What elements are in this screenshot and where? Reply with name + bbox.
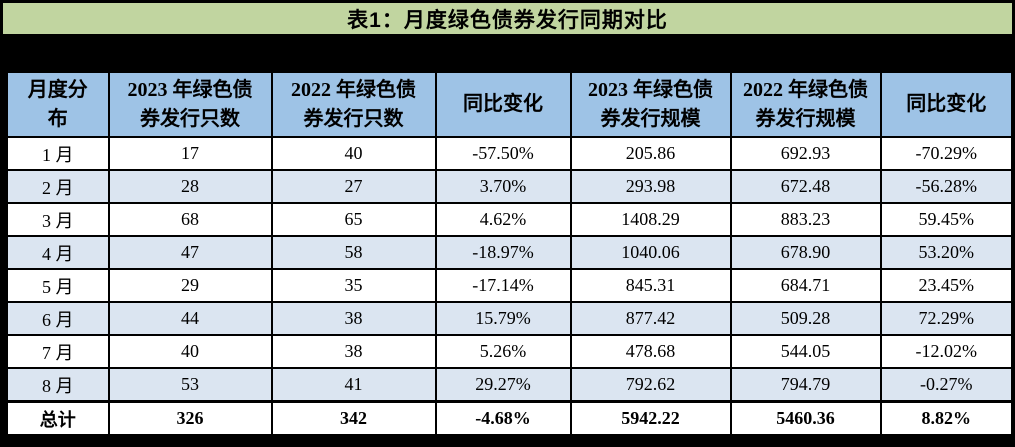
table-cell: 478.68 (569, 334, 732, 369)
table-cell: 792.62 (569, 367, 732, 403)
total-row: 总计 326 342 -4.68% 5942.22 5460.36 8.82% (5, 400, 1014, 438)
table-cell: 53 (107, 367, 273, 403)
table-cell: 883.23 (729, 202, 882, 237)
table-cell: 5.26% (434, 334, 572, 369)
table-cell: 684.71 (729, 268, 882, 303)
total-cell: 326 (107, 400, 273, 438)
header-cell: 2022 年绿色债券发行规模 (729, 70, 882, 138)
table-row: 1 月 17 40 -57.50% 205.86 692.93 -70.29% (5, 136, 1014, 171)
table-row: 5 月 29 35 -17.14% 845.31 684.71 23.45% (5, 268, 1014, 303)
green-bond-comparison-table: 月度分布 2023 年绿色债券发行只数 2022 年绿色债券发行只数 同比变化 2023… (5, 70, 1014, 438)
total-cell: 总计 (5, 400, 110, 438)
header-cell: 月度分布 (5, 70, 110, 138)
table-cell: 68 (107, 202, 273, 237)
header-cell: 2023 年绿色债券发行规模 (569, 70, 732, 138)
table-cell: 7 月 (5, 334, 110, 369)
total-cell: 342 (270, 400, 437, 438)
table-cell: 678.90 (729, 235, 882, 270)
table-header: 月度分布 2023 年绿色债券发行只数 2022 年绿色债券发行只数 同比变化 2023… (5, 70, 1014, 138)
table-cell: -0.27% (879, 367, 1014, 403)
table-cell: -17.14% (434, 268, 572, 303)
table-cell: 65 (270, 202, 437, 237)
total-cell: 5942.22 (569, 400, 732, 438)
table-cell: 1408.29 (569, 202, 732, 237)
total-cell: 5460.36 (729, 400, 882, 438)
table-cell: -18.97% (434, 235, 572, 270)
table-body: 1 月 17 40 -57.50% 205.86 692.93 -70.29% 2 月 28 27… (5, 136, 1014, 438)
table-cell: 28 (107, 169, 273, 204)
table-cell: 58 (270, 235, 437, 270)
table-cell: 672.48 (729, 169, 882, 204)
table-cell: 17 (107, 136, 273, 171)
table-row: 7 月 40 38 5.26% 478.68 544.05 -12.02% (5, 334, 1014, 369)
table-cell: 29.27% (434, 367, 572, 403)
table-cell: 23.45% (879, 268, 1014, 303)
table-cell: 2 月 (5, 169, 110, 204)
table-title-bar: 表1：月度绿色债券发行同期对比 (3, 3, 1012, 34)
table-cell: 4.62% (434, 202, 572, 237)
table-cell: 6 月 (5, 301, 110, 336)
table-cell: 27 (270, 169, 437, 204)
table-cell: 544.05 (729, 334, 882, 369)
header-cell: 2023 年绿色债券发行只数 (107, 70, 273, 138)
table-cell: 15.79% (434, 301, 572, 336)
table-cell: 3 月 (5, 202, 110, 237)
table-cell: 44 (107, 301, 273, 336)
table-row: 3 月 68 65 4.62% 1408.29 883.23 59.45% (5, 202, 1014, 237)
table-cell: 59.45% (879, 202, 1014, 237)
table-cell: 877.42 (569, 301, 732, 336)
header-cell: 2022 年绿色债券发行只数 (270, 70, 437, 138)
table-cell: 293.98 (569, 169, 732, 204)
total-cell: -4.68% (434, 400, 572, 438)
table-cell: 692.93 (729, 136, 882, 171)
table-row: 6 月 44 38 15.79% 877.42 509.28 72.29% (5, 301, 1014, 336)
table-row: 2 月 28 27 3.70% 293.98 672.48 -56.28% (5, 169, 1014, 204)
table-cell: 8 月 (5, 367, 110, 403)
header-row: 月度分布 2023 年绿色债券发行只数 2022 年绿色债券发行只数 同比变化 2023… (5, 70, 1014, 138)
table-cell: 29 (107, 268, 273, 303)
table-row: 4 月 47 58 -18.97% 1040.06 678.90 53.20% (5, 235, 1014, 270)
table-cell: 35 (270, 268, 437, 303)
table-cell: 4 月 (5, 235, 110, 270)
table-cell: 40 (270, 136, 437, 171)
header-cell: 同比变化 (879, 70, 1014, 138)
table-cell: 845.31 (569, 268, 732, 303)
header-cell: 同比变化 (434, 70, 572, 138)
table-cell: 38 (270, 301, 437, 336)
table-cell: 47 (107, 235, 273, 270)
table-cell: 41 (270, 367, 437, 403)
table-cell: -56.28% (879, 169, 1014, 204)
table-title: 表1：月度绿色债券发行同期对比 (347, 8, 668, 32)
table-cell: 5 月 (5, 268, 110, 303)
table-cell: 509.28 (729, 301, 882, 336)
table-cell: 794.79 (729, 367, 882, 403)
total-cell: 8.82% (879, 400, 1014, 438)
table-cell: -57.50% (434, 136, 572, 171)
table-cell: 205.86 (569, 136, 732, 171)
table-cell: 72.29% (879, 301, 1014, 336)
table-cell: 3.70% (434, 169, 572, 204)
table-cell: 40 (107, 334, 273, 369)
table-cell: -70.29% (879, 136, 1014, 171)
table-cell: -12.02% (879, 334, 1014, 369)
table-cell: 53.20% (879, 235, 1014, 270)
table-cell: 1040.06 (569, 235, 732, 270)
table-cell: 1 月 (5, 136, 110, 171)
table-cell: 38 (270, 334, 437, 369)
table-row: 8 月 53 41 29.27% 792.62 794.79 -0.27% (5, 367, 1014, 403)
